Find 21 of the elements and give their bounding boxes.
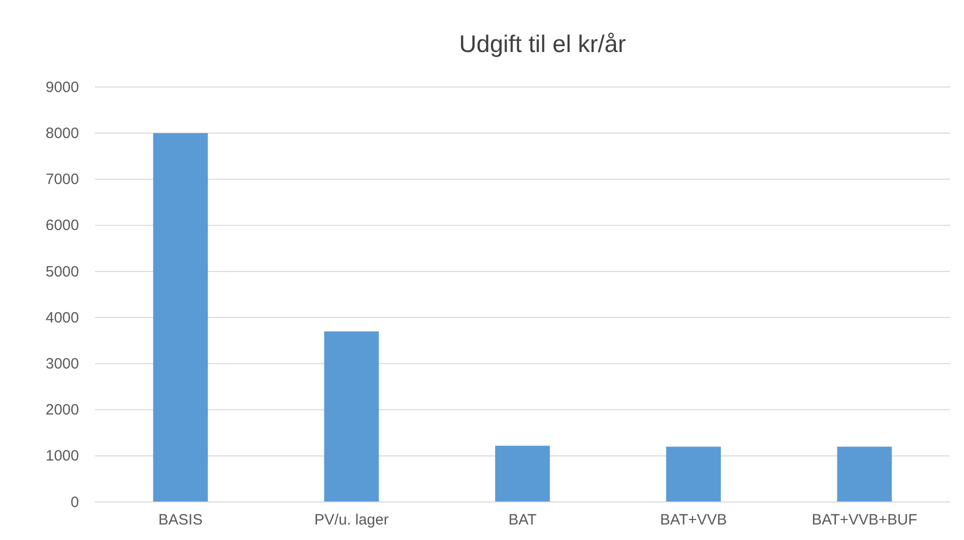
y-tick-label: 0 <box>70 494 79 511</box>
bar <box>495 446 550 502</box>
x-tick-label: BAT+VVB <box>660 512 727 529</box>
y-tick-label: 8000 <box>46 124 79 142</box>
x-tick-label: BAT+VVB+BUF <box>812 512 918 529</box>
y-tick-label: 3000 <box>46 355 79 372</box>
x-tick-label: BASIS <box>158 512 203 529</box>
y-tick-label: 5000 <box>46 263 79 280</box>
y-tick-label: 7000 <box>46 171 79 188</box>
y-tick-label: 4000 <box>46 309 79 326</box>
y-tick-label: 6000 <box>46 217 79 234</box>
bar <box>666 446 721 502</box>
bar <box>837 446 892 502</box>
x-tick-label: PV/u. lager <box>314 512 389 529</box>
chart-title: Udgift til el kr/år <box>459 31 626 58</box>
x-tick-label: BAT <box>508 512 537 529</box>
y-tick-label: 9000 <box>46 78 79 96</box>
bar <box>324 331 379 502</box>
y-tick-label: 1000 <box>46 448 79 465</box>
bar <box>153 133 208 502</box>
y-tick-label: 2000 <box>46 402 79 419</box>
